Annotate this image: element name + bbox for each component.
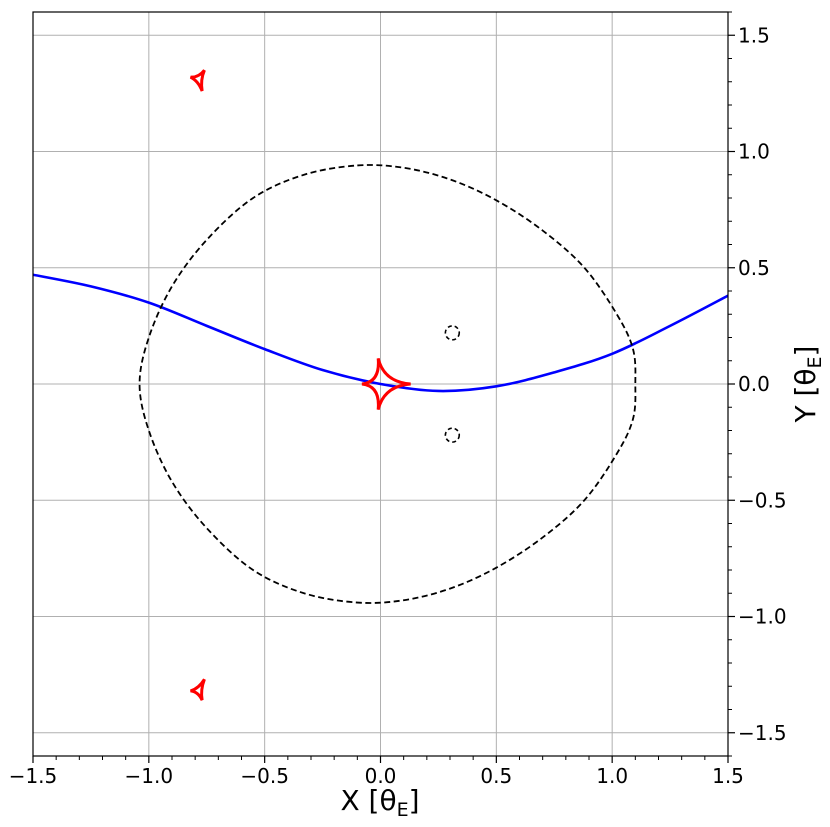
y-axis-title: Y [θE] xyxy=(789,345,826,423)
axis-ticks: −1.5 −1.0 −0.5 0.0 0.5 1.0 1.5 −1.5 −1.0 −0.5 0.0 0… xyxy=(9,11,787,788)
x-tick-label: −0.5 xyxy=(240,764,289,788)
x-tick-label: −1.5 xyxy=(9,764,58,788)
x-tick-label: 0.0 xyxy=(365,764,397,788)
central-caustic xyxy=(361,358,411,410)
x-axis-title: X [θE] xyxy=(340,784,419,821)
x-tick-label: 0.5 xyxy=(480,764,512,788)
source-trajectory-line xyxy=(33,273,728,393)
plot-frame xyxy=(32,11,729,757)
y-tick-label: 0.0 xyxy=(738,372,770,396)
critical-curve-outer xyxy=(138,164,637,604)
y-tick-label: −0.5 xyxy=(738,488,787,512)
x-tick-label: 1.5 xyxy=(712,764,744,788)
y-tick-label: 0.5 xyxy=(738,256,770,280)
critical-curve-small-lower xyxy=(444,427,461,443)
planetary-caustic-lower xyxy=(190,678,206,701)
y-tick-label: 1.5 xyxy=(738,23,770,47)
critical-curve-small-upper xyxy=(444,325,461,341)
y-tick-label: 1.0 xyxy=(738,140,770,164)
x-tick-label: 1.0 xyxy=(596,764,628,788)
x-tick-label: −1.0 xyxy=(125,764,174,788)
y-tick-label: −1.5 xyxy=(738,721,787,745)
plot-series xyxy=(33,69,728,701)
planetary-caustic-upper xyxy=(189,69,206,92)
y-tick-label: −1.0 xyxy=(738,605,787,629)
